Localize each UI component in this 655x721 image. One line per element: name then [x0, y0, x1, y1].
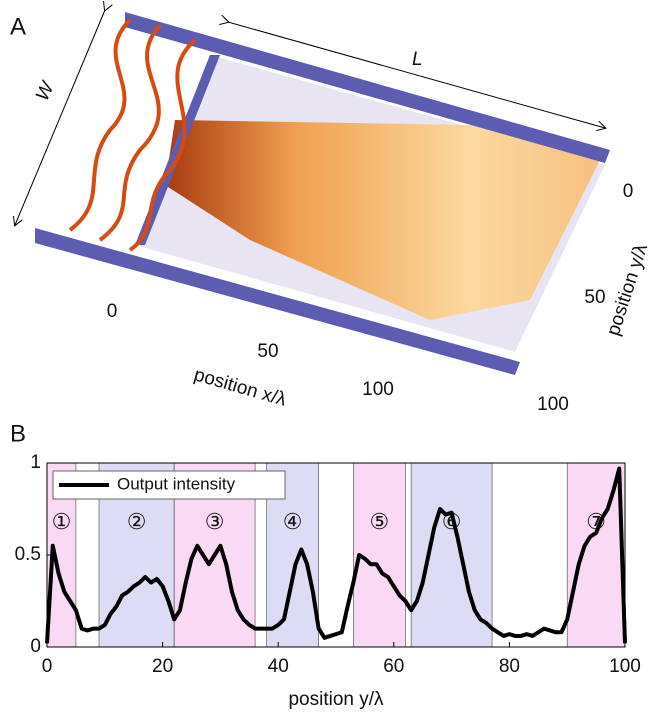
panel-label: B: [10, 420, 26, 447]
region-label: ②: [127, 509, 147, 534]
intensity-map: [165, 120, 600, 320]
inlet-wall: [135, 55, 220, 245]
region-label: ⑤: [369, 509, 389, 534]
x-tick-label: 100: [609, 656, 641, 677]
length-arrow: [228, 22, 605, 128]
x-tick-label: 50: [257, 341, 278, 362]
x-tick-label: 40: [268, 656, 289, 677]
x-tick-label: 100: [362, 379, 394, 400]
bottom-wall: [35, 228, 520, 375]
x-tick-label: 80: [499, 656, 520, 677]
y-tick-label: 100: [537, 394, 569, 415]
y-axis-label: position y/λ: [603, 241, 652, 338]
y-tick-label: 50: [584, 287, 605, 308]
panel-a: A W L 0 50 100 position x/λ 0 50 100 pos…: [10, 10, 652, 415]
region-label: ④: [283, 509, 303, 534]
y-tick-label: 0.5: [15, 544, 41, 565]
line: [45, 466, 627, 644]
x-tick-label: 0: [42, 656, 53, 677]
y-tick-label: 0: [623, 181, 634, 202]
y-tick-label: 1: [30, 452, 41, 473]
x-axis-label: position x/λ: [192, 364, 290, 411]
x-axis-label: position y/λ: [288, 689, 384, 710]
length-label: L: [412, 49, 423, 70]
legend-label: Output intensity: [117, 474, 236, 493]
panel-label: A: [10, 13, 26, 40]
region: [566, 462, 626, 648]
x-tick-label: 0: [107, 301, 118, 322]
width-label: W: [32, 77, 59, 104]
region-label: ⑦: [586, 509, 606, 534]
region-label: ③: [205, 509, 225, 534]
region-label: ①: [52, 509, 72, 534]
x-tick-label: 60: [383, 656, 404, 677]
x-tick-label: 20: [152, 656, 173, 677]
width-arrow: [15, 10, 105, 225]
y-tick-label: 0: [30, 636, 41, 657]
